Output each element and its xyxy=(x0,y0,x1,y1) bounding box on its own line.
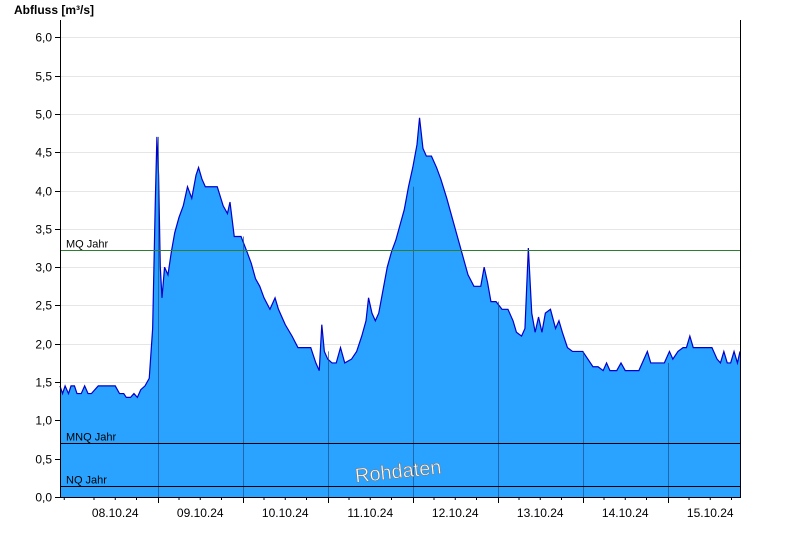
reference-label: MNQ Jahr xyxy=(66,432,116,444)
x-tick-label: 13.10.24 xyxy=(517,506,564,520)
discharge-line xyxy=(59,117,741,399)
y-tick-label: 0,5 xyxy=(35,453,52,467)
y-tick-label: 5,0 xyxy=(35,108,52,122)
y-axis-title: Abfluss [m³/s] xyxy=(14,3,94,17)
x-tick-label: 11.10.24 xyxy=(347,506,393,520)
x-tick-label: 12.10.24 xyxy=(432,506,479,520)
y-axis-ticks: 0,0 0,5 1,0 1,5 2,0 2,5 3,0 3,5 4,0 4,5 5,0 5,5 6,0 xyxy=(35,31,60,505)
discharge-fill xyxy=(60,117,740,498)
axes xyxy=(60,20,741,498)
y-tick-label: 2,5 xyxy=(35,299,52,313)
x-tick-label: 10.10.24 xyxy=(262,506,309,520)
y-tick-label: 1,0 xyxy=(35,414,52,428)
y-tick-label: 3,0 xyxy=(35,261,52,275)
day-separator-lines xyxy=(158,136,669,497)
x-tick-label: 15.10.24 xyxy=(687,506,734,520)
y-tick-label: 3,5 xyxy=(35,223,52,237)
y-tick-label: 0,0 xyxy=(35,491,52,505)
x-tick-label: 09.10.24 xyxy=(177,506,224,520)
discharge-area xyxy=(59,117,741,498)
y-tick-label: 4,5 xyxy=(35,146,52,160)
y-tick-label: 2,0 xyxy=(35,338,52,352)
y-tick-label: 4,0 xyxy=(35,185,52,199)
y-tick-label: 6,0 xyxy=(35,31,52,45)
reference-lines: MQ Jahr MNQ Jahr NQ Jahr xyxy=(60,239,740,487)
reference-label: NQ Jahr xyxy=(66,475,107,487)
x-axis-ticks: 08.10.24 09.10.24 10.10.24 11.10.24 12.10.24… xyxy=(63,497,734,520)
reference-label: MQ Jahr xyxy=(66,239,109,251)
y-tick-label: 1,5 xyxy=(35,376,52,390)
y-tick-label: 5,5 xyxy=(35,70,52,84)
x-tick-label: 08.10.24 xyxy=(92,506,139,520)
x-tick-label: 14.10.24 xyxy=(602,506,649,520)
